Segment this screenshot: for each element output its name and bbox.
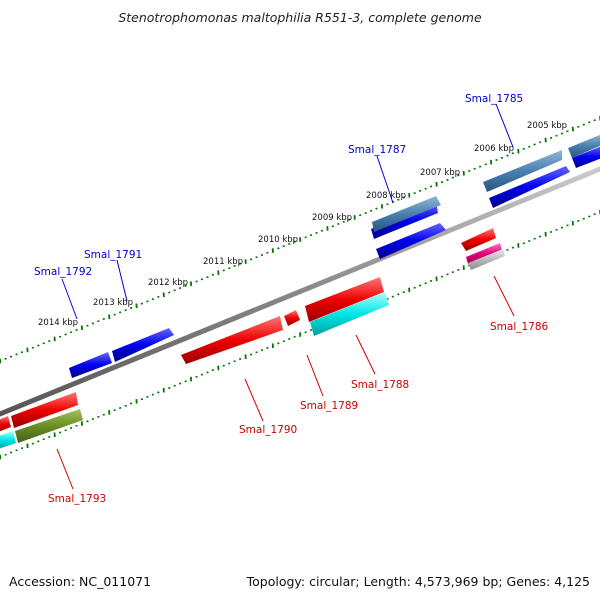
gene-label-smal-1791[interactable]: Smal_1791 [84,249,142,261]
gene-smal-1788-red[interactable] [305,277,384,322]
gene-smal-1785-inner[interactable] [489,166,570,208]
gene-blue-right[interactable] [572,146,600,168]
gene-smal-1793-red[interactable] [11,392,78,428]
kbp-label: 2014 kbp [38,318,78,328]
gene-smal-1786-grey[interactable] [468,249,505,270]
gene-red-left[interactable] [0,416,11,432]
genome-backbone [0,166,600,417]
gene-label-smal-1790[interactable]: Smal_1790 [239,424,297,436]
kbp-label: 2010 kbp [258,235,298,245]
kbp-label: 2006 kbp [474,144,514,154]
gene-smal-1785-outer[interactable] [483,150,562,192]
genome-summary-text: Topology: circular; Length: 4,573,969 bp… [246,574,590,589]
gene-smal-1793-olive[interactable] [15,409,83,443]
gene-smal-1789[interactable] [284,310,300,326]
kbp-label: 2009 kbp [312,213,352,223]
kbp-label: 2013 kbp [93,298,133,308]
forward-genes [69,134,600,378]
gene-label-smal-1793[interactable]: Smal_1793 [48,493,106,505]
gene-smal-1786-pink[interactable] [466,243,502,264]
gene-cyan-left[interactable] [0,431,16,449]
gene-smal-1788-cyan[interactable] [310,292,389,336]
kbp-label: 2007 kbp [420,168,460,178]
gene-steel-right[interactable] [568,134,600,158]
label-leaders [56,103,515,490]
gene-smal-1790[interactable] [181,316,283,364]
kbp-label: 2011 kbp [203,257,243,267]
gene-label-smal-1788[interactable]: Smal_1788 [351,379,409,391]
gene-label-smal-1792[interactable]: Smal_1792 [34,266,92,278]
gene-label-smal-1787[interactable]: Smal_1787 [348,144,406,156]
gene-smal-1787-inner[interactable] [376,223,446,259]
kbp-label: 2008 kbp [366,191,406,201]
accession-text: Accession: NC_011071 [9,574,152,589]
gene-label-smal-1786[interactable]: Smal_1786 [490,321,549,333]
gene-labels: Smal_1785 Smal_1786 Smal_1787 Smal_1788 … [34,93,549,505]
gene-smal-1792[interactable] [69,352,112,378]
lower-scale-track [0,209,600,460]
kbp-label: 2005 kbp [527,121,567,131]
kbp-label: 2012 kbp [148,278,188,288]
gene-label-smal-1785[interactable]: Smal_1785 [465,93,523,105]
kbp-scale-labels: 2005 kbp 2006 kbp 2007 kbp 2008 kbp 2009… [38,121,567,328]
gene-smal-1787-steel[interactable] [372,196,441,232]
gene-smal-1786-red[interactable] [461,228,496,251]
map-title: Stenotrophomonas maltophilia R551-3, com… [118,10,482,25]
gene-smal-1791[interactable] [112,328,174,362]
reverse-genes [0,228,505,449]
gene-label-smal-1789[interactable]: Smal_1789 [300,400,358,412]
